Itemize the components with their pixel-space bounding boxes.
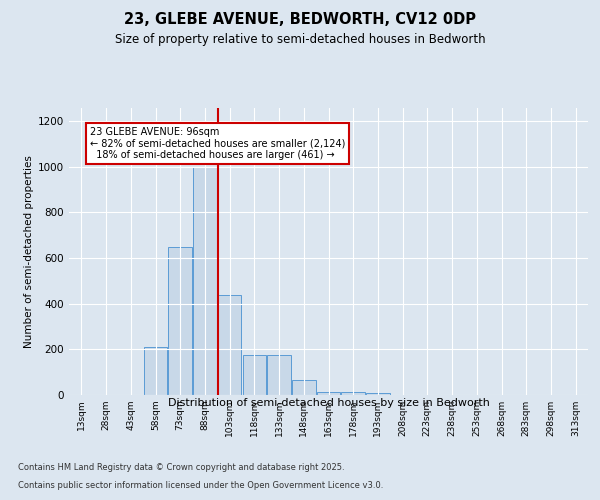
Bar (144, 347, 167, 395)
Bar (292, 380, 316, 395)
Bar (268, 355, 291, 395)
Text: Distribution of semi-detached houses by size in Bedworth: Distribution of semi-detached houses by … (168, 398, 490, 407)
Bar (169, 246, 192, 395)
Text: Contains public sector information licensed under the Open Government Licence v3: Contains public sector information licen… (18, 481, 383, 490)
Text: 23, GLEBE AVENUE, BEDWORTH, CV12 0DP: 23, GLEBE AVENUE, BEDWORTH, CV12 0DP (124, 12, 476, 28)
Bar (218, 294, 241, 395)
Bar (341, 392, 365, 395)
Text: Size of property relative to semi-detached houses in Bedworth: Size of property relative to semi-detach… (115, 32, 485, 46)
Y-axis label: Number of semi-detached properties: Number of semi-detached properties (24, 155, 34, 348)
Bar (193, 167, 217, 395)
Text: Contains HM Land Registry data © Crown copyright and database right 2025.: Contains HM Land Registry data © Crown c… (18, 464, 344, 472)
Bar (317, 392, 340, 395)
Bar (242, 355, 266, 395)
Bar (366, 393, 389, 395)
Text: 23 GLEBE AVENUE: 96sqm
← 82% of semi-detached houses are smaller (2,124)
  18% o: 23 GLEBE AVENUE: 96sqm ← 82% of semi-det… (90, 127, 346, 160)
